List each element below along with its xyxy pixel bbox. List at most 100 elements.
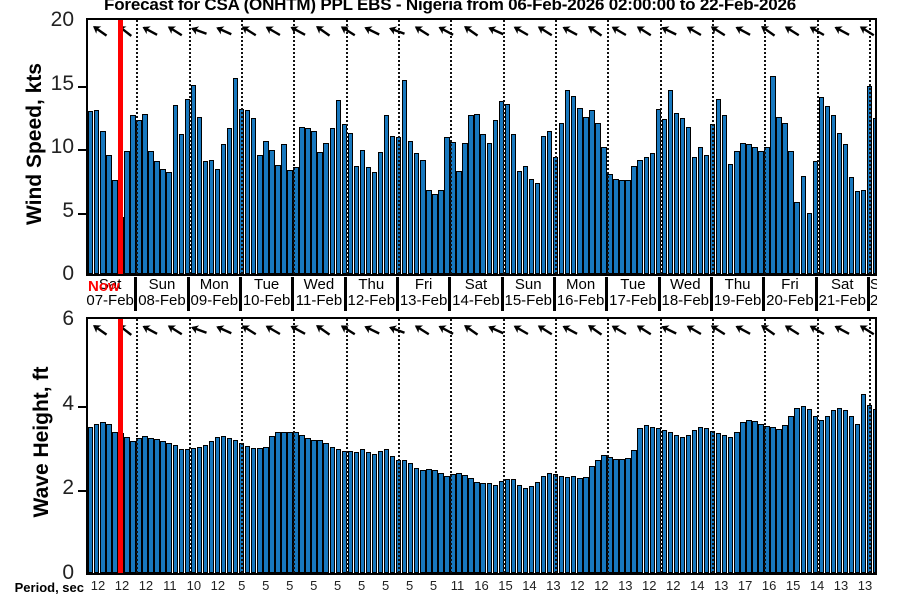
bar bbox=[625, 457, 631, 573]
bar bbox=[323, 443, 329, 573]
bar bbox=[408, 462, 414, 573]
bar bbox=[124, 150, 130, 274]
day-date: 09-Feb bbox=[190, 292, 239, 309]
bar bbox=[323, 143, 329, 274]
bar bbox=[347, 133, 354, 274]
bar bbox=[359, 448, 366, 573]
bar bbox=[281, 144, 287, 274]
bar bbox=[571, 476, 577, 573]
wind-direction-arrow-icon bbox=[833, 20, 851, 42]
wind-direction-arrow-icon bbox=[166, 20, 184, 42]
day-gridline bbox=[397, 319, 400, 573]
bar bbox=[848, 177, 855, 274]
day-label-cell: Wed 18-Feb bbox=[657, 277, 710, 311]
bar bbox=[577, 478, 583, 573]
bar bbox=[824, 106, 831, 274]
bar bbox=[746, 144, 752, 274]
y-tick-mark bbox=[78, 212, 86, 215]
bar bbox=[335, 100, 341, 274]
bar bbox=[383, 115, 390, 274]
bar bbox=[468, 477, 474, 573]
day-label-cell: Tue 17-Feb bbox=[605, 277, 657, 311]
day-gridline bbox=[450, 319, 453, 573]
day-gridline bbox=[711, 319, 714, 573]
wind-direction-arrow-icon bbox=[635, 319, 653, 341]
bar bbox=[329, 446, 335, 573]
page-title: Forecast for CSA (ONHTM) PPL EBS - Niger… bbox=[104, 0, 796, 14]
bar bbox=[728, 436, 734, 573]
day-name: Sat bbox=[831, 277, 854, 293]
bar bbox=[673, 435, 680, 573]
bar bbox=[389, 456, 396, 573]
wind-direction-arrow-icon bbox=[660, 20, 678, 42]
bar bbox=[619, 180, 625, 274]
wind-direction-arrow-icon bbox=[808, 319, 826, 341]
bar bbox=[758, 150, 764, 274]
wind-direction-arrow-icon bbox=[141, 319, 159, 341]
day-name: Thu bbox=[358, 277, 385, 293]
bar bbox=[178, 449, 184, 573]
bar bbox=[643, 424, 649, 573]
bar bbox=[661, 429, 668, 573]
bar bbox=[667, 89, 674, 274]
bar bbox=[637, 427, 643, 573]
period-value: 12 bbox=[666, 578, 681, 593]
day-name: Sat bbox=[98, 277, 122, 293]
day-gridline bbox=[607, 319, 610, 573]
bar bbox=[673, 112, 680, 274]
period-value: 16 bbox=[474, 578, 489, 593]
bar bbox=[257, 447, 263, 573]
bar bbox=[462, 143, 468, 274]
bar bbox=[311, 130, 317, 274]
bar bbox=[794, 407, 800, 573]
y-tick-label: 5 bbox=[62, 198, 74, 222]
y-tick-label: 2 bbox=[62, 476, 74, 500]
bar bbox=[432, 470, 438, 573]
bar bbox=[94, 424, 100, 573]
bar bbox=[130, 440, 136, 573]
bar bbox=[697, 147, 704, 274]
period-value: 5 bbox=[310, 578, 318, 593]
bar bbox=[196, 447, 203, 573]
wind-direction-arrow-icon bbox=[91, 20, 109, 42]
bar bbox=[528, 178, 535, 274]
day-gridline bbox=[816, 319, 819, 573]
wind-direction-arrow-icon bbox=[388, 319, 406, 341]
bar bbox=[389, 135, 396, 274]
period-value: 5 bbox=[358, 578, 366, 593]
bar bbox=[492, 484, 498, 573]
bar bbox=[625, 180, 631, 274]
bar bbox=[365, 451, 372, 573]
wind-direction-arrow-icon bbox=[833, 319, 851, 341]
day-name: Thu bbox=[724, 277, 751, 293]
wind-direction-arrows bbox=[88, 20, 875, 44]
day-label-cell: Mon 09-Feb bbox=[186, 277, 239, 311]
day-gridline bbox=[293, 20, 296, 274]
bar bbox=[510, 479, 517, 573]
bar bbox=[371, 453, 378, 573]
period-value: 12 bbox=[210, 578, 226, 593]
bar bbox=[474, 113, 480, 274]
period-value: 12 bbox=[114, 578, 130, 593]
bar bbox=[383, 448, 390, 573]
wind-direction-arrow-icon bbox=[487, 319, 505, 341]
bar bbox=[202, 445, 209, 573]
day-name: Mon bbox=[199, 277, 229, 293]
bar bbox=[142, 113, 148, 274]
bar bbox=[220, 144, 227, 274]
day-name: Wed bbox=[669, 277, 701, 293]
bar bbox=[806, 408, 812, 573]
bar bbox=[468, 115, 474, 274]
bar bbox=[365, 167, 372, 274]
bar bbox=[196, 116, 203, 274]
bar bbox=[124, 436, 130, 573]
day-name: Sun bbox=[870, 277, 877, 293]
y-tick-label: 0 bbox=[62, 262, 74, 285]
bar bbox=[401, 460, 408, 573]
bar bbox=[408, 140, 414, 274]
bar bbox=[740, 143, 746, 274]
bar bbox=[522, 166, 529, 274]
day-date: 21-Feb bbox=[818, 292, 867, 309]
bar bbox=[782, 122, 788, 274]
bar bbox=[414, 153, 420, 274]
